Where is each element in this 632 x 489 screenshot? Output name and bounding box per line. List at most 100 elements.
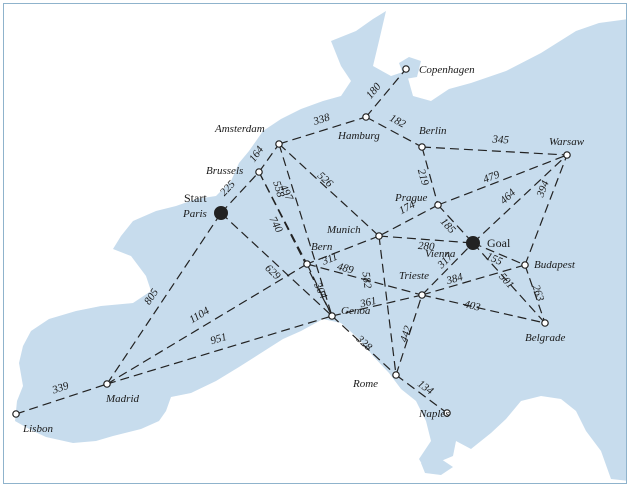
distance-label-amsterdam-hamburg: 338 (311, 111, 332, 128)
distance-label-lisbon-madrid: 339 (50, 380, 71, 397)
road-madrid-genoa (106, 315, 333, 385)
city-label-copenhagen: Copenhagen (419, 64, 475, 76)
distance-label-berlin-prague: 219 (415, 168, 431, 188)
city-label-naples: Naples (418, 408, 450, 420)
city-node-hamburg (362, 113, 370, 121)
distance-label-prague-warsaw: 479 (482, 168, 502, 185)
road-rome-naples (395, 374, 448, 414)
road-vienna-belgrade (472, 242, 546, 324)
city-node-madrid (103, 380, 111, 388)
road-lisbon-madrid (15, 383, 108, 415)
road-genoa-rome (331, 315, 397, 376)
road-hamburg-berlin (365, 116, 423, 148)
city-label-hamburg: Hamburg (337, 130, 380, 142)
distance-label-berlin-warsaw: 345 (491, 133, 510, 146)
road-berlin-prague (421, 146, 439, 206)
road-prague-munich (378, 204, 439, 237)
city-label-amsterdam: Amsterdam (214, 123, 265, 135)
europe-road-map: 3398051104951225629164740497338526558180… (12, 11, 626, 481)
road-amsterdam-munich (278, 143, 380, 237)
road-hamburg-copenhagen (365, 68, 407, 118)
distance-label-budapest-belgrade: 263 (529, 283, 546, 303)
roads-layer (15, 68, 568, 415)
distance-label-munich-bern: 311 (319, 251, 339, 268)
sicily-island (421, 459, 453, 475)
city-label-brussels: Brussels (206, 165, 243, 177)
goal-marker-label: Goal (487, 236, 511, 250)
road-genoa-trieste (331, 294, 423, 317)
city-label-lisbon: Lisbon (22, 423, 53, 435)
distance-label-genoa-trieste: 361 (358, 295, 378, 311)
city-label-trieste: Trieste (399, 270, 429, 282)
road-bern-genoa (306, 263, 333, 317)
road-trieste-belgrade (421, 294, 546, 324)
distance-label-amsterdam-genoa: 558 (270, 179, 286, 199)
city-node-bern (303, 260, 311, 268)
city-label-vienna: Vienna (425, 248, 456, 260)
city-nodes-layer (12, 65, 571, 418)
city-label-budapest: Budapest (534, 259, 576, 271)
city-node-trieste (418, 291, 426, 299)
city-label-prague: Prague (394, 192, 428, 204)
road-madrid-bern (106, 263, 308, 385)
road-bern-trieste (306, 263, 423, 296)
road-budapest-warsaw (524, 154, 568, 266)
city-label-belgrade: Belgrade (525, 332, 565, 344)
city-node-warsaw (563, 151, 571, 159)
city-node-berlin (418, 143, 426, 151)
road-berlin-warsaw (421, 146, 568, 156)
city-node-paris (214, 206, 228, 220)
city-node-copenhagen (402, 65, 410, 73)
city-node-rome (392, 371, 400, 379)
road-rome-trieste (395, 294, 423, 376)
road-prague-vienna (437, 204, 474, 244)
distance-label-trieste-budapest: 384 (444, 271, 465, 288)
city-label-munich: Munich (326, 224, 361, 236)
city-node-amsterdam (275, 140, 283, 148)
road-paris-brussels (220, 171, 260, 214)
distance-label-munich-rome: 582 (360, 271, 374, 289)
land-masses (15, 11, 626, 481)
city-label-bern: Bern (311, 241, 333, 253)
city-node-vienna (466, 236, 480, 250)
distance-label-trieste-belgrade: 403 (463, 298, 482, 313)
road-munich-bern (306, 235, 380, 265)
city-labels: Lisbon Madrid Paris Brussels Amsterdam H… (22, 64, 585, 435)
road-amsterdam-genoa (278, 143, 333, 317)
city-node-brussels (255, 168, 263, 176)
road-vienna-warsaw (472, 154, 568, 244)
distance-label-madrid-genoa: 951 (209, 331, 228, 347)
city-node-munich (375, 232, 383, 240)
distance-label-rome-trieste: 442 (398, 324, 415, 344)
road-budapest-belgrade (524, 264, 546, 324)
continent-landmass (15, 11, 626, 481)
road-amsterdam-hamburg (278, 116, 367, 145)
distance-label-bern-trieste: 489 (336, 261, 356, 277)
city-label-warsaw: Warsaw (549, 136, 585, 148)
road-madrid-paris (106, 212, 222, 385)
road-paris-genoa (220, 212, 333, 317)
city-label-paris: Paris (182, 208, 207, 220)
road-vienna-budapest (472, 242, 526, 266)
city-label-genoa: Genoa (341, 305, 371, 317)
city-label-rome: Rome (352, 378, 378, 390)
road-prague-warsaw (437, 154, 568, 206)
city-label-madrid: Madrid (105, 393, 140, 405)
distance-label-budapest-warsaw: 394 (534, 179, 552, 200)
road-munich-vienna (378, 235, 474, 244)
start-marker-label: Start (184, 191, 207, 205)
road-trieste-budapest (421, 264, 526, 296)
map-frame: 339 805 1104 951 225 629 164 740 497 338 526 558 180… (3, 3, 627, 484)
city-node-genoa (328, 312, 336, 320)
distance-label-munich-vienna: 280 (418, 240, 436, 253)
city-node-belgrade (541, 319, 549, 327)
road-munich-rome (378, 235, 397, 376)
city-node-budapest (521, 261, 529, 269)
scandinavia-peninsula (399, 57, 421, 79)
city-node-prague (434, 201, 442, 209)
city-label-berlin: Berlin (419, 125, 447, 137)
road-brussels-amsterdam (258, 143, 280, 173)
city-node-naples (443, 409, 451, 417)
city-node-lisbon (12, 410, 20, 418)
road-trieste-vienna (421, 242, 474, 296)
